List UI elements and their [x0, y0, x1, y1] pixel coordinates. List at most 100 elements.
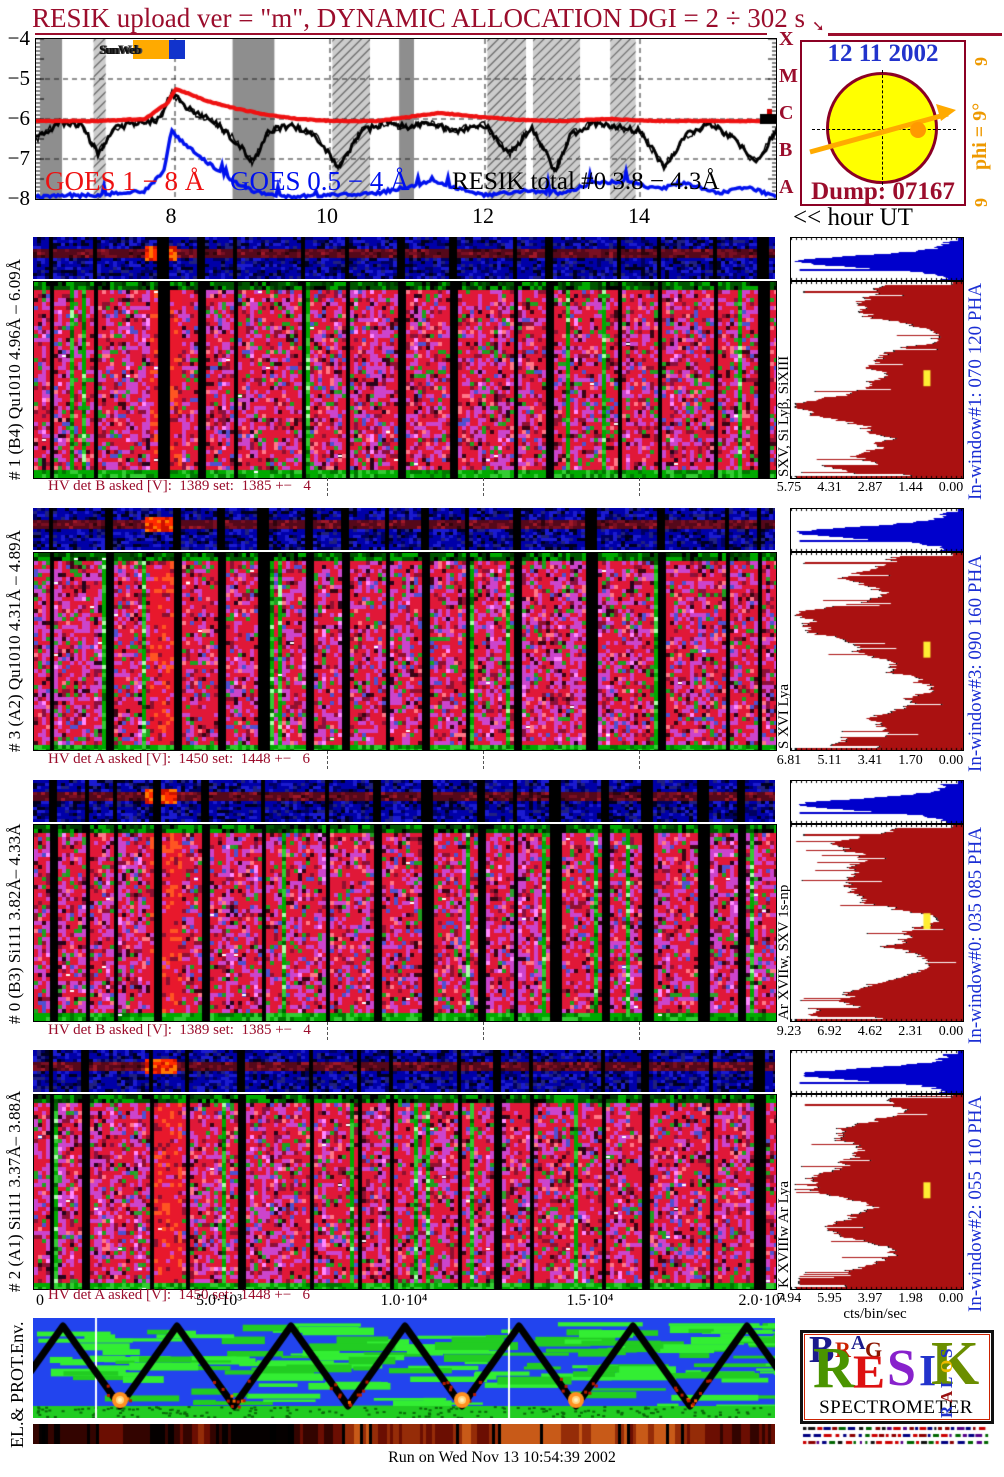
logo-big-I: I	[919, 1346, 937, 1395]
title-underline	[35, 33, 767, 35]
y-axis-tick-label: −7	[7, 146, 30, 170]
resik-logo: B R A G R E S I K SPECTROMETER	[800, 1330, 994, 1424]
hist-scale-value: 6.92	[817, 1024, 842, 1039]
logo-big-K: K	[931, 1330, 980, 1398]
hour-tick-label: 12	[472, 203, 494, 228]
hour-tick-label: 14	[628, 203, 650, 228]
logo-solar-letter: L	[937, 1376, 956, 1388]
logo-big-E: E	[853, 1346, 886, 1399]
logo-solar-letter: O	[937, 1359, 956, 1373]
page-title: RESIK upload ver = "m", DYNAMIC ALLOCATI…	[32, 3, 806, 33]
pha-strip-hist-canvas-1	[790, 237, 964, 281]
panel4-spectral-lines-label: K XVIIIw Ar Lya	[776, 1180, 792, 1288]
panel1-in-window-label: In-window#1: 070 120 PHA	[965, 283, 986, 500]
legend-resik-total: RESIK total #0 3.8 − 4.3Å	[452, 168, 720, 195]
panel3-hv-status: HV det B asked [V]: 1389 set: 1385 +− 4	[48, 1022, 311, 1038]
y-axis-tick-label: −4	[7, 26, 30, 50]
goes-class-letter: C	[779, 102, 794, 124]
phi-angle-label: phi = 9°	[969, 102, 991, 170]
logo-letter-g: G	[865, 1337, 883, 1362]
goes-class-letter: A	[779, 176, 794, 198]
hour-gridline-dash	[639, 751, 640, 769]
logo-solar-letter: R	[937, 1405, 956, 1418]
hist-scale-value: 3.97	[857, 1291, 883, 1306]
hist-scale-value: 0.00	[938, 753, 964, 768]
panel2-hv-status: HV det A asked [V]: 1450 set: 1448 +− 6	[48, 751, 311, 767]
pha-strip-hist-canvas-3	[790, 780, 964, 824]
panel1-spectral-lines-label: SXV, Si Lyβ, SiXIII	[776, 355, 792, 477]
logo-letter-b: B	[809, 1329, 835, 1371]
sun-arrow-overlay	[809, 104, 956, 155]
legend-goes-short: GOES 0.5 − 4 Å	[230, 166, 410, 196]
hist-scale-value: 2.87	[857, 480, 883, 495]
hist-scale-value: 3.41	[857, 753, 883, 768]
spectrogram-main-canvas-4	[33, 1094, 777, 1290]
hist-scale-value: 9.23	[776, 1024, 802, 1039]
y-axis-tick-label: −5	[7, 66, 30, 90]
hist-scale-value: 6.81	[776, 753, 802, 768]
panel3-left-label: # 0 (B3) Si111 3.82Å– 4.33Å	[5, 823, 24, 1024]
bottom-status-strip-canvas	[33, 1424, 775, 1444]
pha-hist-canvas-3	[790, 824, 964, 1022]
logo-solar-letter: A	[937, 1390, 956, 1403]
dump-number: Dump: 07167	[811, 178, 955, 205]
y-axis-tick-label: −6	[7, 106, 30, 130]
panel1-left-label: # 1 (B4) Qu1010 4.96Å – 6.09Å	[5, 259, 24, 480]
hist-scale-value: 1.70	[898, 753, 923, 768]
hist-scale-value: 5.95	[817, 1291, 842, 1306]
pha-hist-canvas-1	[790, 281, 964, 479]
sunweb-label: SunWeb	[99, 42, 141, 57]
hist-unit-label: cts/bin/sec	[843, 1306, 907, 1322]
spectrogram-strip-canvas-2	[33, 508, 775, 550]
title-underline-right	[828, 33, 1002, 36]
hist-scale-value: 0.00	[938, 1024, 964, 1039]
sun-arrow-line	[809, 111, 949, 155]
hist-scale-value: 5.11	[817, 753, 842, 768]
hist-scale-value: 4.31	[817, 480, 842, 495]
panel4-in-window-label: In-window#2: 055 110 PHA	[965, 1095, 986, 1312]
panel4-hv-status: HV det A asked [V]: 1450 set: 1448 +− 6	[48, 1287, 311, 1303]
goes-class-letter: M	[779, 65, 798, 87]
logo-letter-a: A	[851, 1332, 866, 1354]
logo-big-S: S	[887, 1340, 916, 1397]
pha-strip-hist-canvas-4	[790, 1050, 964, 1094]
sunweb-blue-marker	[169, 40, 185, 59]
panel3-in-window-label: In-window#0: 035 085 PHA	[965, 827, 986, 1044]
logo-credits-text-canvas	[801, 1424, 991, 1446]
panel2-spectral-lines-label: S XVI Lya	[776, 684, 792, 749]
spectrogram-strip-canvas-4	[33, 1050, 775, 1092]
hist-scale-value: 0.00	[938, 480, 964, 495]
hour-gridline-dash	[327, 751, 328, 769]
bottom-axis-tick-label: 2.0·10⁴	[738, 1292, 786, 1309]
bottom-axis-tick-label: 0	[36, 1292, 44, 1309]
bottom-axis-tick-label: 1.0·10⁴	[380, 1292, 428, 1309]
hist-scale-value: 2.31	[898, 1024, 923, 1039]
hour-gridline-dash	[327, 1022, 328, 1040]
electron-proton-env-canvas	[33, 1318, 775, 1418]
pha-hist-canvas-2	[790, 552, 964, 751]
hour-axis-label: << hour UT	[793, 204, 913, 231]
sun-spot-marker	[910, 122, 926, 138]
spectrogram-main-canvas-1	[33, 281, 777, 479]
spectrogram-strip-canvas-3	[33, 780, 775, 822]
env-panel-label: EL.& PROT.Env.	[7, 1321, 27, 1449]
goes-class-letter: X	[779, 28, 794, 50]
panel1-hv-status: HV det B asked [V]: 1389 set: 1385 +− 4	[48, 478, 311, 494]
hist-scale-value: 5.75	[776, 480, 802, 495]
hist-scale-value: 7.94	[776, 1291, 802, 1306]
hist-scale-value: 4.62	[857, 1024, 883, 1039]
title-pointer-icon: ➘	[812, 19, 825, 35]
logo-big-R: R	[813, 1335, 855, 1400]
panel3-spectral-lines-label: Ar XVIIw, SXV 1s-np	[776, 884, 792, 1020]
run-timestamp: Run on Wed Nov 13 10:54:39 2002	[388, 1449, 616, 1466]
hour-gridline-dash	[483, 478, 484, 496]
bottom-axis-tick-label: 1.5·10⁴	[566, 1292, 614, 1309]
logo-letter-r-small: R	[835, 1337, 851, 1362]
sunweb-orange-marker	[133, 40, 169, 59]
hour-gridline-dash	[483, 751, 484, 769]
bottom-axis-tick-label: 5.0·10³	[195, 1292, 243, 1309]
panel4-left-label: # 2 (A1) Si111 3.37Å– 3.88Å	[5, 1090, 24, 1292]
logo-spectrometer-label: SPECTROMETER	[819, 1397, 973, 1418]
goes-class-letter: B	[779, 139, 793, 161]
sun-disk-panel: 12 11 2002 Dump: 07167	[800, 40, 966, 206]
